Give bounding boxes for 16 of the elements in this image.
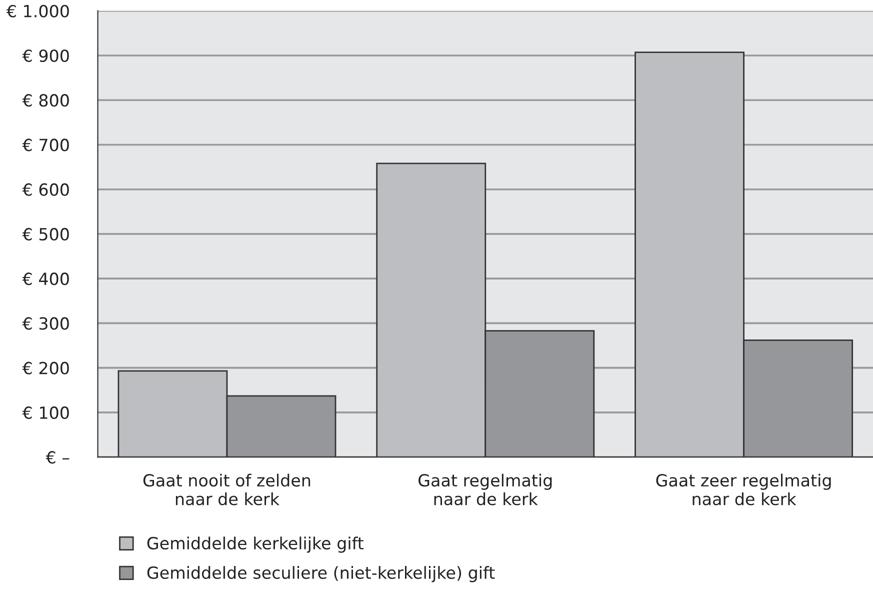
y-tick-label: € 600: [22, 183, 69, 196]
y-tick-label: € 300: [22, 317, 69, 330]
y-tick-label: € 200: [22, 362, 69, 374]
y-tick-label: € 700: [22, 138, 69, 152]
y-tick-label: € 1.000: [6, 4, 69, 18]
y-tick-label: € 900: [22, 49, 69, 62]
legend-label: Gemiddelde seculiere (niet-kerkelijke) gift: [147, 566, 495, 582]
y-tick-label: € 400: [22, 272, 69, 286]
legend-label: Gemiddelde kerkelijke gift: [147, 536, 364, 553]
x-tick-label: Gaat nooit of zelden naar de kerk: [143, 474, 310, 506]
y-tick-label: € –: [46, 451, 70, 464]
x-tick-label: Gaat regelmatig naar de kerk: [418, 474, 552, 506]
y-tick-label: € 800: [22, 94, 69, 107]
x-tick-label: Gaat zeer regelmatig naar de kerk: [656, 474, 831, 506]
y-tick-label: € 100: [22, 406, 69, 420]
y-tick-label: € 500: [22, 228, 69, 241]
